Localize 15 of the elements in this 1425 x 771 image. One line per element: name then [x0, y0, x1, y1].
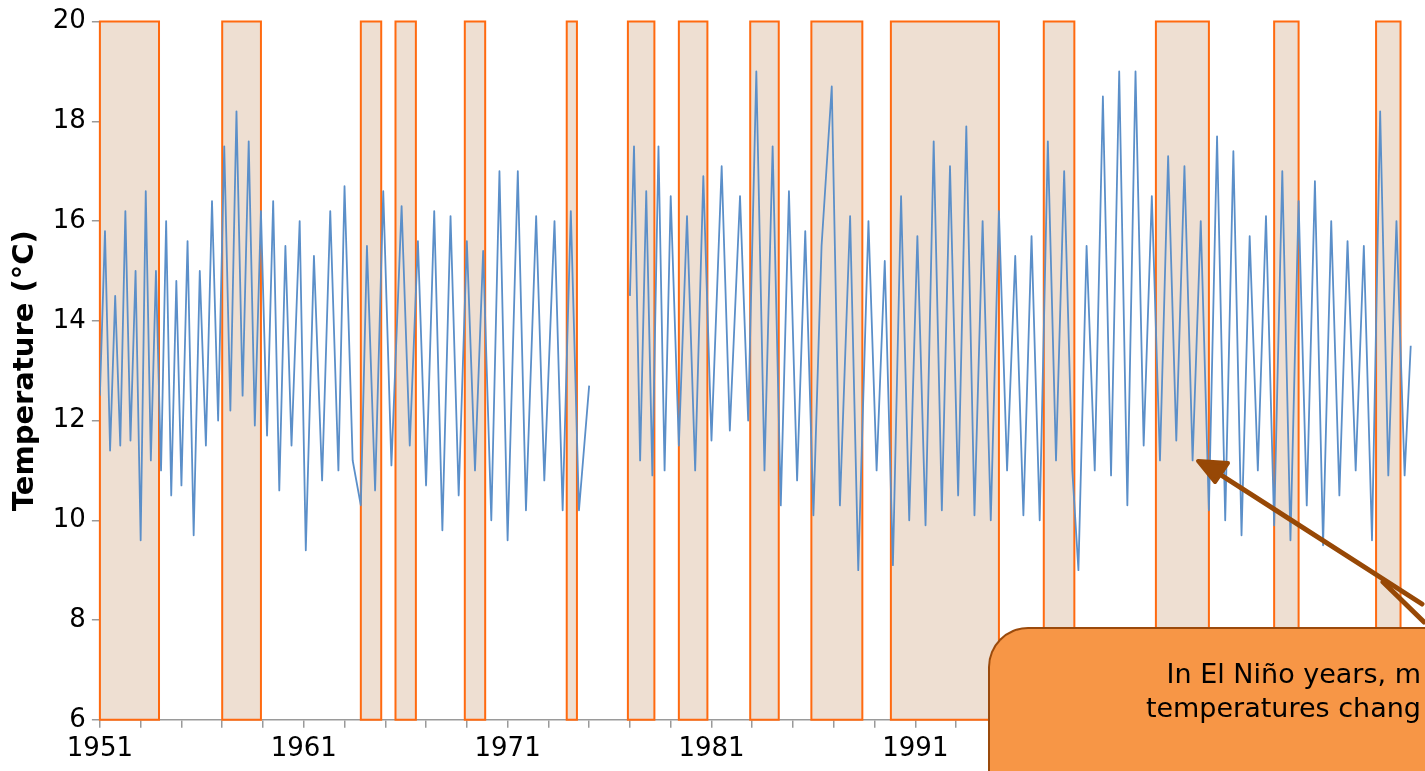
y-tick-label: 20: [52, 4, 86, 35]
x-tick-label: 1951: [66, 732, 133, 763]
x-tick-label: 1991: [882, 732, 949, 763]
callout-box: In El Niño years, m temperatures chang: [988, 627, 1425, 771]
y-tick-label: 10: [52, 503, 86, 534]
y-tick-label: 8: [69, 602, 86, 633]
x-tick-label: 1971: [474, 732, 541, 763]
y-axis-title: Temperature (°C): [5, 230, 40, 512]
y-tick-label: 14: [52, 303, 86, 334]
x-tick-label: 1981: [678, 732, 745, 763]
y-tick-label: 6: [69, 702, 86, 733]
y-tick-label: 16: [52, 203, 86, 234]
y-tick-label: 12: [52, 403, 86, 434]
y-tick-label: 18: [52, 104, 86, 135]
x-tick-label: 1961: [270, 732, 337, 763]
